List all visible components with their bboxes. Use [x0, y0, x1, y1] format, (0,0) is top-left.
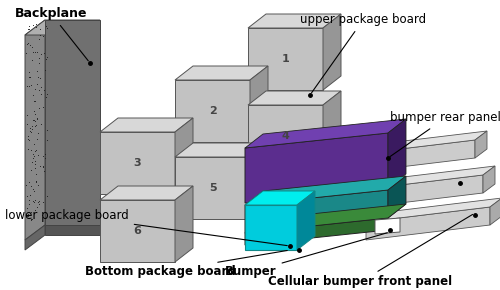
Polygon shape — [388, 176, 406, 218]
Polygon shape — [245, 218, 388, 245]
Polygon shape — [323, 14, 341, 90]
Text: upper package board: upper package board — [300, 14, 426, 93]
Polygon shape — [248, 28, 323, 90]
Polygon shape — [483, 166, 495, 193]
Polygon shape — [388, 119, 406, 188]
Polygon shape — [245, 205, 297, 250]
Polygon shape — [375, 218, 400, 234]
Polygon shape — [175, 80, 250, 142]
Polygon shape — [490, 198, 500, 225]
Polygon shape — [358, 175, 483, 208]
Polygon shape — [25, 20, 100, 35]
Polygon shape — [100, 132, 175, 194]
Text: Bumper: Bumper — [225, 233, 388, 278]
Polygon shape — [175, 186, 193, 262]
Polygon shape — [175, 118, 193, 194]
Polygon shape — [175, 143, 268, 157]
Polygon shape — [248, 14, 341, 28]
Polygon shape — [358, 166, 495, 190]
Polygon shape — [25, 20, 45, 240]
Polygon shape — [245, 191, 315, 205]
Polygon shape — [245, 190, 388, 233]
Polygon shape — [250, 143, 268, 219]
Text: 2: 2 — [208, 106, 216, 116]
Text: 4: 4 — [282, 131, 290, 141]
Polygon shape — [323, 91, 341, 167]
Text: lower package board: lower package board — [5, 209, 287, 246]
Text: bumper rear panel: bumper rear panel — [390, 111, 500, 156]
Polygon shape — [100, 186, 193, 200]
Text: 3: 3 — [134, 158, 141, 168]
Text: 6: 6 — [134, 226, 141, 236]
Polygon shape — [475, 131, 487, 158]
Polygon shape — [250, 66, 268, 142]
Polygon shape — [175, 66, 268, 80]
Text: Backplane: Backplane — [15, 8, 88, 61]
Polygon shape — [350, 131, 487, 155]
Polygon shape — [245, 119, 406, 148]
Polygon shape — [248, 91, 341, 105]
Polygon shape — [245, 204, 406, 233]
Polygon shape — [366, 198, 500, 222]
Polygon shape — [366, 207, 490, 240]
Polygon shape — [248, 105, 323, 167]
Polygon shape — [45, 20, 100, 225]
Polygon shape — [297, 191, 315, 250]
Text: Cellular bumper front panel: Cellular bumper front panel — [268, 214, 472, 289]
Polygon shape — [100, 118, 193, 132]
Polygon shape — [100, 200, 175, 262]
Polygon shape — [350, 140, 475, 173]
Text: 5: 5 — [208, 183, 216, 193]
Polygon shape — [45, 225, 100, 235]
Polygon shape — [175, 157, 250, 219]
Polygon shape — [25, 225, 45, 250]
Text: 1: 1 — [282, 54, 290, 64]
Text: Bottom package board: Bottom package board — [85, 251, 288, 278]
Polygon shape — [245, 133, 388, 203]
Polygon shape — [245, 176, 406, 205]
